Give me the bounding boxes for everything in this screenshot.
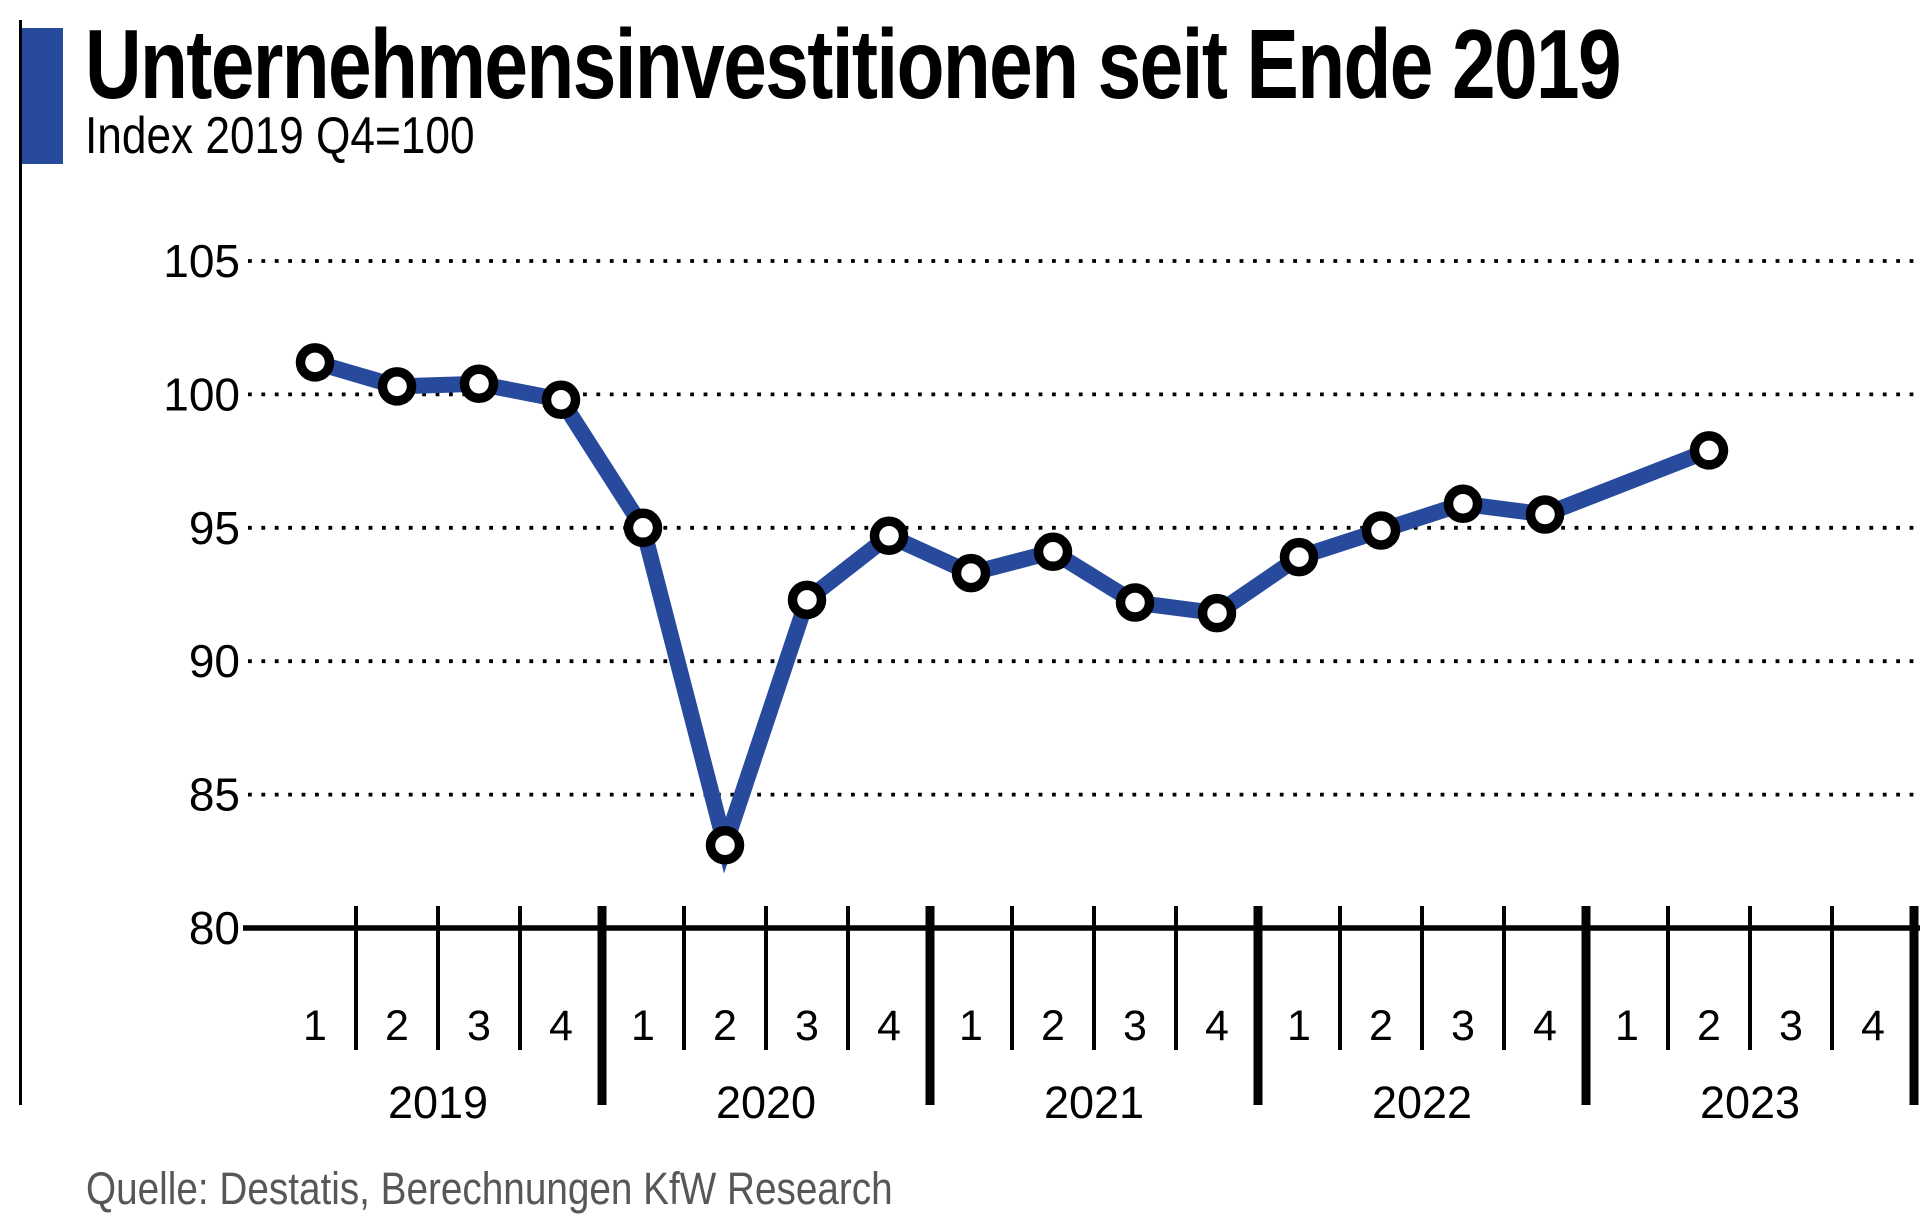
- title-accent-block: [22, 28, 63, 164]
- data-point-marker: [869, 516, 909, 556]
- quarter-tick-label: 4: [1861, 1002, 1885, 1050]
- quarter-tick-label: 1: [1287, 1002, 1311, 1050]
- left-edge-rule: [19, 20, 22, 1105]
- quarter-tick-label: 3: [467, 1002, 491, 1050]
- y-axis-label: 105: [163, 235, 240, 287]
- data-point-marker: [1033, 532, 1073, 572]
- quarter-tick-label: 1: [631, 1002, 655, 1050]
- data-point-marker: [1197, 593, 1237, 633]
- quarter-tick-label: 3: [795, 1002, 819, 1050]
- year-tick-label: 2019: [388, 1077, 488, 1128]
- y-axis-label: 85: [189, 769, 240, 821]
- data-point-marker: [1279, 537, 1319, 577]
- data-point-marker: [1525, 495, 1565, 534]
- year-tick-label: 2021: [1044, 1077, 1144, 1128]
- data-point-marker: [541, 380, 581, 419]
- y-axis-label: 100: [163, 368, 240, 420]
- data-point-marker: [705, 826, 745, 865]
- data-point-marker: [1443, 484, 1483, 524]
- quarter-tick-label: 1: [303, 1002, 327, 1050]
- quarter-tick-label: 4: [1533, 1002, 1557, 1050]
- quarter-tick-label: 2: [713, 1002, 737, 1050]
- quarter-tick-label: 4: [1205, 1002, 1229, 1050]
- quarter-tick-label: 1: [1615, 1002, 1639, 1050]
- data-point-marker: [295, 343, 335, 382]
- data-point-marker: [623, 508, 663, 548]
- quarter-tick-label: 3: [1451, 1002, 1475, 1050]
- source-note: Quelle: Destatis, Berechnungen KfW Resea…: [86, 1163, 893, 1214]
- data-point-marker: [459, 364, 499, 403]
- year-tick-label: 2020: [716, 1077, 816, 1128]
- quarter-tick-label: 2: [1369, 1002, 1393, 1050]
- quarter-tick-label: 2: [1697, 1002, 1721, 1050]
- data-point-marker: [1115, 583, 1155, 622]
- y-axis-label: 95: [189, 502, 240, 554]
- y-axis-label: 80: [189, 902, 240, 954]
- chart-subtitle: Index 2019 Q4=100: [85, 107, 475, 165]
- data-point-marker: [1361, 511, 1401, 550]
- data-point-marker: [951, 553, 991, 593]
- chart-title: Unternehmensinvestitionen seit Ende 2019: [85, 9, 1622, 119]
- quarter-tick-label: 2: [1041, 1002, 1065, 1050]
- data-point-marker: [1689, 431, 1729, 470]
- quarter-tick-label: 4: [549, 1002, 573, 1050]
- data-point-marker: [377, 367, 417, 406]
- quarter-tick-label: 3: [1123, 1002, 1147, 1050]
- quarter-tick-label: 3: [1779, 1002, 1803, 1050]
- quarter-tick-label: 1: [959, 1002, 983, 1050]
- data-point-marker: [787, 580, 827, 620]
- y-axis-label: 90: [189, 635, 240, 687]
- year-tick-label: 2022: [1372, 1077, 1472, 1128]
- quarter-tick-label: 4: [877, 1002, 901, 1050]
- data-line: [312, 354, 1712, 874]
- year-tick-label: 2023: [1700, 1077, 1800, 1128]
- quarter-tick-label: 2: [385, 1002, 409, 1050]
